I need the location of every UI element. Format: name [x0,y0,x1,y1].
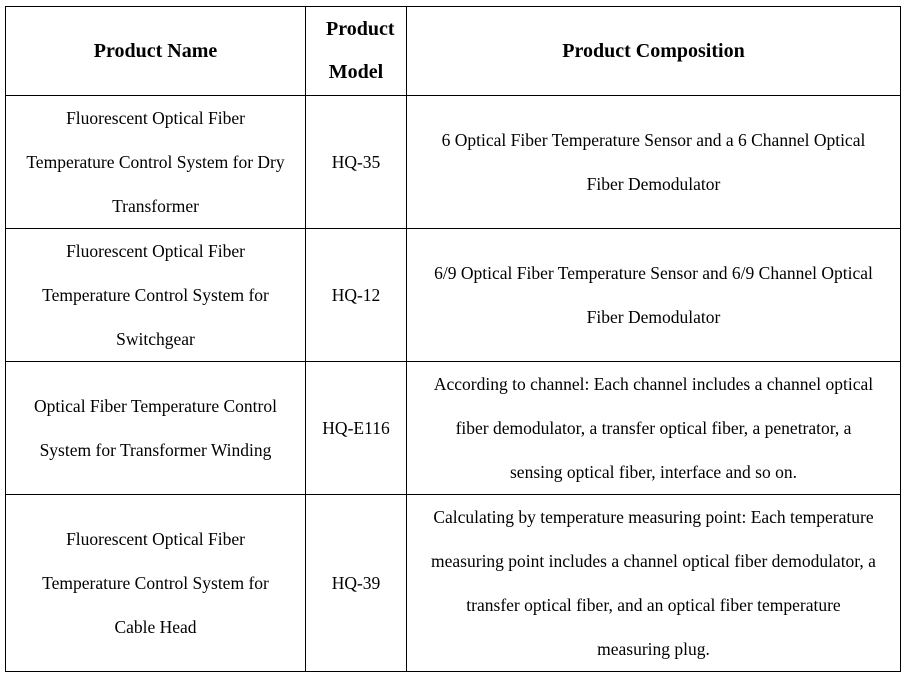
product-model: HQ-39 [305,494,407,672]
table-row: Fluorescent Optical Fiber Temperature Co… [5,494,901,672]
table-row: Optical Fiber Temperature Control System… [5,361,901,495]
product-name: Fluorescent Optical Fiber Temperature Co… [5,494,306,672]
product-model: HQ-12 [305,228,407,362]
table-row: Fluorescent Optical Fiber Temperature Co… [5,95,901,229]
header-product-model: Product Model [305,6,407,96]
product-model: HQ-E116 [305,361,407,495]
product-table: Product Name Product Model Product Compo… [5,6,901,672]
header-product-name: Product Name [5,6,306,96]
product-composition: 6/9 Optical Fiber Temperature Sensor and… [406,228,901,362]
product-composition: Calculating by temperature measuring poi… [406,494,901,672]
product-model: HQ-35 [305,95,407,229]
product-name: Fluorescent Optical Fiber Temperature Co… [5,228,306,362]
product-composition: 6 Optical Fiber Temperature Sensor and a… [406,95,901,229]
table-row: Fluorescent Optical Fiber Temperature Co… [5,228,901,362]
product-composition: According to channel: Each channel inclu… [406,361,901,495]
product-name: Fluorescent Optical Fiber Temperature Co… [5,95,306,229]
header-product-composition: Product Composition [406,6,901,96]
header-row: Product Name Product Model Product Compo… [5,6,901,96]
product-name: Optical Fiber Temperature Control System… [5,361,306,495]
